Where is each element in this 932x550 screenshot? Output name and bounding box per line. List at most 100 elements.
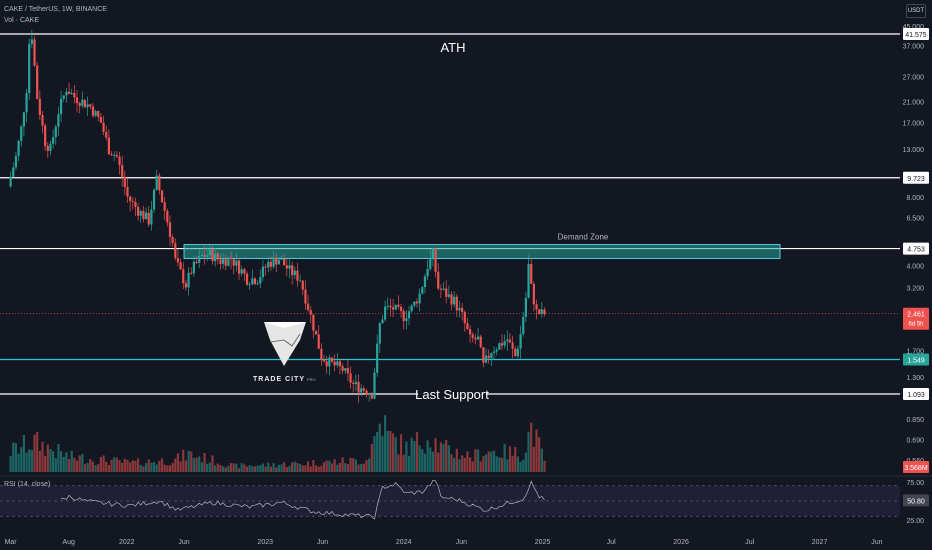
candle-body[interactable]	[309, 309, 312, 315]
candle-body[interactable]	[227, 257, 230, 266]
candle-body[interactable]	[492, 351, 496, 353]
candle-body[interactable]	[264, 266, 267, 268]
candle-body[interactable]	[458, 307, 461, 311]
candle-body[interactable]	[410, 305, 413, 312]
candle-body[interactable]	[453, 296, 456, 305]
candle-body[interactable]	[243, 269, 246, 274]
candle-body[interactable]	[144, 212, 148, 220]
candle-body[interactable]	[325, 361, 328, 367]
candle-body[interactable]	[376, 343, 379, 373]
candle-body[interactable]	[203, 254, 206, 257]
candle-body[interactable]	[20, 126, 23, 141]
candle-body[interactable]	[519, 334, 522, 349]
candle-body[interactable]	[368, 393, 371, 395]
candle-body[interactable]	[105, 131, 108, 138]
candle-body[interactable]	[442, 288, 445, 290]
candle-body[interactable]	[46, 146, 49, 151]
candle-body[interactable]	[429, 257, 432, 269]
candle-body[interactable]	[155, 175, 158, 190]
candle-body[interactable]	[78, 103, 81, 106]
candle-body[interactable]	[469, 329, 472, 335]
candle-body[interactable]	[394, 304, 397, 310]
candle-body[interactable]	[349, 373, 352, 383]
candle-body[interactable]	[320, 348, 323, 360]
candle-body[interactable]	[532, 283, 535, 305]
candle-body[interactable]	[160, 190, 164, 203]
candle-body[interactable]	[277, 259, 280, 265]
candle-body[interactable]	[187, 272, 190, 288]
candle-body[interactable]	[91, 106, 95, 116]
candle-body[interactable]	[357, 381, 360, 393]
candle-body[interactable]	[75, 97, 79, 104]
candle-body[interactable]	[399, 306, 403, 311]
candle-body[interactable]	[415, 301, 419, 304]
candle-body[interactable]	[463, 312, 466, 324]
candle-body[interactable]	[83, 99, 87, 108]
candle-body[interactable]	[163, 202, 166, 211]
candle-body[interactable]	[107, 137, 110, 155]
candle-body[interactable]	[99, 116, 103, 123]
candle-body[interactable]	[251, 278, 254, 285]
candle-body[interactable]	[110, 154, 113, 156]
candle-body[interactable]	[373, 372, 376, 399]
candle-body[interactable]	[44, 125, 47, 147]
candle-body[interactable]	[123, 177, 126, 188]
candle-body[interactable]	[503, 341, 506, 346]
candle-body[interactable]	[211, 249, 214, 262]
candle-body[interactable]	[134, 201, 137, 207]
candle-body[interactable]	[131, 201, 134, 202]
candle-body[interactable]	[147, 212, 150, 225]
candle-body[interactable]	[30, 39, 33, 44]
candle-body[interactable]	[322, 359, 326, 362]
candle-body[interactable]	[256, 283, 259, 285]
candle-body[interactable]	[73, 93, 76, 98]
candle-body[interactable]	[447, 294, 450, 297]
candle-body[interactable]	[338, 361, 342, 367]
candle-body[interactable]	[336, 361, 339, 366]
candle-body[interactable]	[176, 258, 180, 263]
candle-body[interactable]	[500, 343, 504, 346]
candle-body[interactable]	[306, 303, 310, 310]
candle-body[interactable]	[514, 348, 517, 357]
candle-body[interactable]	[184, 283, 188, 288]
candle-body[interactable]	[402, 310, 405, 322]
candle-body[interactable]	[259, 277, 262, 284]
candle-body[interactable]	[129, 196, 132, 202]
candle-body[interactable]	[445, 288, 448, 297]
candle-body[interactable]	[299, 280, 302, 282]
candle-body[interactable]	[62, 95, 65, 99]
candle-body[interactable]	[498, 343, 501, 350]
candle-body[interactable]	[86, 104, 89, 108]
candle-body[interactable]	[437, 271, 440, 289]
candle-body[interactable]	[397, 304, 400, 307]
candle-body[interactable]	[530, 263, 533, 284]
candle-body[interactable]	[214, 253, 217, 262]
candle-body[interactable]	[490, 352, 493, 359]
candle-body[interactable]	[179, 262, 182, 270]
candle-body[interactable]	[59, 98, 63, 115]
candle-body[interactable]	[198, 256, 201, 263]
candle-body[interactable]	[384, 306, 387, 320]
candle-body[interactable]	[527, 263, 530, 298]
candle-body[interactable]	[253, 278, 257, 284]
candle-body[interactable]	[511, 342, 514, 349]
candle-body[interactable]	[346, 368, 350, 374]
candle-body[interactable]	[269, 261, 273, 267]
candle-body[interactable]	[386, 305, 389, 307]
demand-zone[interactable]	[183, 244, 781, 259]
candle-body[interactable]	[237, 260, 241, 274]
candle-body[interactable]	[423, 276, 427, 288]
candle-body[interactable]	[152, 189, 156, 210]
candle-body[interactable]	[407, 311, 411, 319]
candle-body[interactable]	[102, 122, 105, 132]
candle-body[interactable]	[280, 258, 283, 260]
candle-body[interactable]	[312, 314, 315, 331]
candle-body[interactable]	[89, 104, 92, 107]
candle-body[interactable]	[216, 253, 219, 260]
candle-body[interactable]	[471, 334, 474, 338]
candle-body[interactable]	[538, 309, 541, 314]
candle-body[interactable]	[405, 318, 408, 322]
candle-body[interactable]	[455, 296, 458, 311]
candle-body[interactable]	[52, 137, 55, 144]
candle-body[interactable]	[296, 270, 299, 281]
